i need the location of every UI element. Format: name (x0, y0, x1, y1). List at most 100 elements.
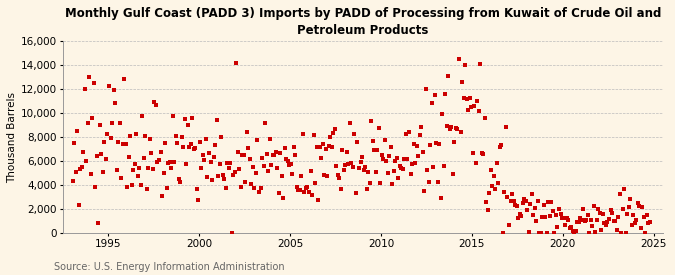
Point (238, 152, 249, 157)
Point (410, 161, 421, 165)
Point (484, 191, 495, 195)
Point (163, 161, 173, 165)
Point (545, 214, 556, 218)
Point (340, 163, 351, 167)
Point (552, 225, 563, 229)
Point (360, 165, 371, 170)
Point (421, 87, 431, 91)
Point (479, 115, 490, 120)
Point (599, 221, 610, 225)
Point (433, 179, 443, 184)
Point (115, 176, 126, 180)
Point (485, 167, 496, 172)
Point (323, 144, 334, 148)
Point (557, 216, 568, 220)
Point (270, 150, 281, 154)
Point (570, 229, 581, 233)
Point (146, 151, 157, 155)
Point (377, 153, 387, 157)
Point (260, 121, 271, 125)
Point (504, 223, 514, 227)
Point (335, 186, 346, 191)
Point (109, 101, 120, 105)
Point (467, 151, 478, 155)
Point (441, 124, 452, 128)
Point (338, 168, 349, 172)
Point (375, 181, 385, 186)
Point (640, 231, 651, 235)
Point (173, 177, 184, 181)
Point (523, 230, 534, 235)
Point (70, 169, 81, 174)
Point (306, 193, 317, 197)
Point (427, 101, 437, 106)
Point (497, 231, 508, 235)
Point (137, 114, 148, 118)
Point (237, 152, 248, 157)
Point (439, 163, 450, 168)
Point (207, 178, 217, 183)
Point (431, 141, 441, 145)
Point (579, 219, 590, 223)
Point (513, 216, 524, 220)
Point (406, 161, 417, 166)
Point (460, 63, 470, 67)
Point (155, 150, 166, 154)
Point (132, 174, 143, 178)
Point (635, 226, 646, 230)
Point (637, 205, 648, 209)
Point (596, 228, 607, 232)
Point (107, 121, 117, 125)
Point (462, 108, 473, 113)
Point (68, 178, 78, 183)
Point (144, 137, 155, 141)
Point (261, 152, 272, 156)
Point (350, 191, 361, 196)
Point (120, 141, 131, 146)
Point (199, 158, 210, 162)
Point (78, 149, 88, 154)
Point (526, 192, 537, 196)
Point (358, 168, 369, 172)
Point (473, 109, 484, 113)
Point (511, 204, 522, 208)
Point (151, 103, 161, 107)
Point (282, 159, 293, 163)
Point (287, 172, 298, 176)
Y-axis label: Thousand Barrels: Thousand Barrels (7, 92, 17, 183)
Point (555, 212, 566, 216)
Point (305, 168, 316, 173)
Point (329, 127, 340, 131)
Point (228, 172, 239, 177)
Point (623, 204, 634, 209)
Point (246, 182, 256, 186)
Point (337, 148, 348, 153)
Point (342, 150, 352, 154)
Point (170, 133, 181, 138)
Point (348, 165, 358, 169)
Point (90, 185, 101, 189)
Point (217, 173, 228, 177)
Point (292, 185, 302, 189)
Point (625, 197, 636, 201)
Point (161, 186, 172, 190)
Point (569, 231, 580, 235)
Point (446, 125, 457, 129)
Point (256, 156, 267, 161)
Point (367, 139, 378, 143)
Point (98, 170, 109, 175)
Point (316, 156, 327, 160)
Point (414, 132, 425, 137)
Point (176, 134, 187, 139)
Point (493, 181, 504, 185)
Point (597, 211, 608, 216)
Point (529, 205, 540, 210)
Point (416, 125, 427, 130)
Point (589, 204, 599, 208)
Point (437, 112, 448, 116)
Point (468, 104, 479, 108)
Point (255, 186, 266, 190)
Point (573, 220, 584, 225)
Point (634, 204, 645, 208)
Point (608, 219, 619, 223)
